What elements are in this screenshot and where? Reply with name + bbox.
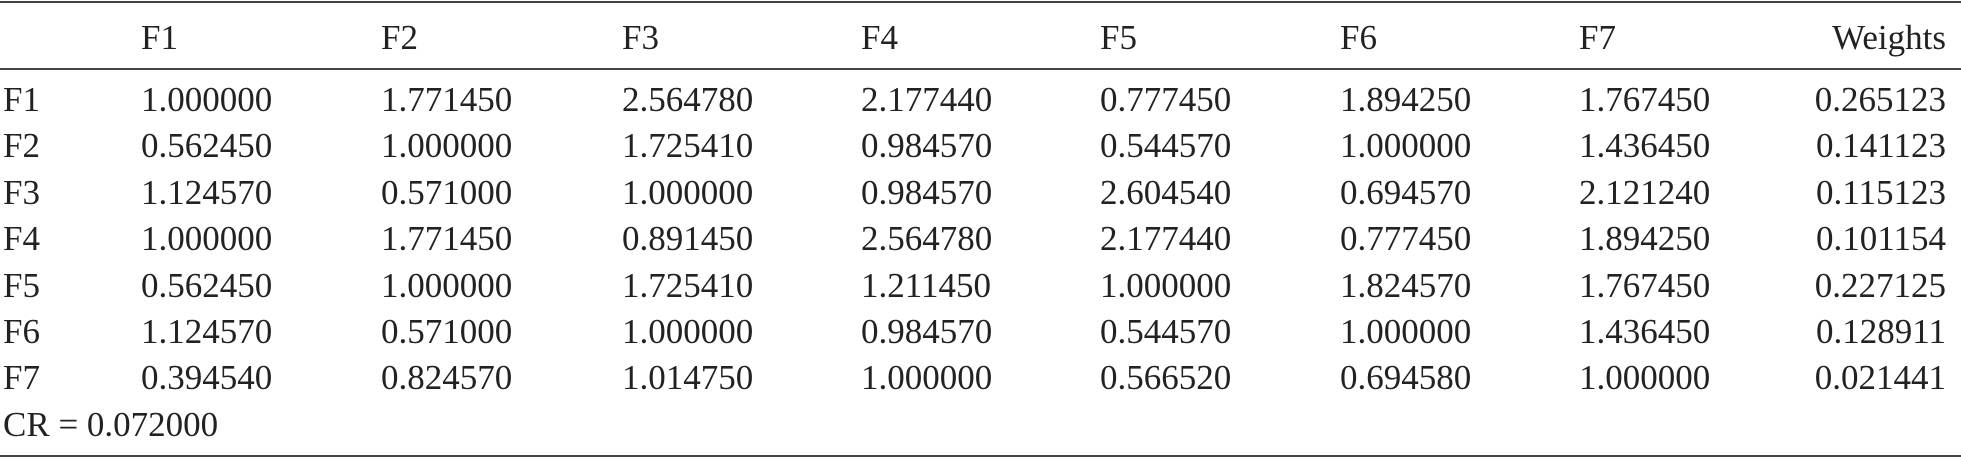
cell: 2.177440 — [1100, 219, 1232, 259]
cell: 1.000000 — [1579, 358, 1711, 398]
cell: 0.115123 — [1816, 172, 1946, 212]
cell: 0.824570 — [381, 358, 513, 398]
column-header: F4 — [861, 18, 898, 57]
header-rule — [0, 68, 1961, 70]
cell: 1.000000 — [381, 265, 513, 305]
cell: 1.436450 — [1579, 312, 1711, 351]
cell: 1.000000 — [1340, 126, 1472, 166]
cell: 0.227125 — [1814, 265, 1946, 305]
cell: 0.566520 — [1100, 358, 1232, 398]
cell: 0.562450 — [141, 265, 273, 305]
row-label: F1 — [3, 80, 40, 119]
cell: 0.694580 — [1340, 358, 1472, 398]
row-label: F7 — [3, 358, 40, 398]
cell: 1.000000 — [141, 219, 273, 259]
cell: 1.824570 — [1340, 265, 1472, 305]
cell: 1.767450 — [1579, 265, 1711, 305]
cell: 1.767450 — [1579, 80, 1711, 119]
cell: 1.000000 — [381, 126, 513, 166]
cell: 1.000000 — [141, 80, 273, 119]
cell: 0.984570 — [861, 172, 993, 212]
cell: 0.571000 — [381, 172, 513, 212]
column-header: F5 — [1100, 18, 1137, 57]
cell: 0.544570 — [1100, 126, 1232, 166]
cell: 1.894250 — [1579, 219, 1711, 259]
cell: 1.894250 — [1340, 80, 1472, 119]
cell: 0.394540 — [141, 358, 273, 398]
row-label: F2 — [3, 126, 40, 166]
column-header: F1 — [141, 18, 178, 57]
cell: 0.984570 — [861, 126, 993, 166]
cell: 0.265123 — [1814, 80, 1946, 119]
table-footer: CR = 0.072000 — [3, 404, 219, 444]
row-label: F3 — [3, 172, 40, 212]
cell: 1.000000 — [622, 312, 754, 351]
cell: 2.564780 — [622, 80, 754, 119]
cell: 1.000000 — [1340, 312, 1472, 351]
cell: 2.177440 — [861, 80, 993, 119]
cell: 1.771450 — [381, 219, 513, 259]
cell: 0.021441 — [1814, 358, 1946, 398]
cell: 0.544570 — [1100, 312, 1232, 351]
cell: 0.571000 — [381, 312, 513, 351]
bottom-rule — [0, 455, 1961, 457]
column-header: F7 — [1579, 18, 1616, 57]
column-header: F3 — [622, 18, 659, 57]
cell: 0.694570 — [1340, 172, 1472, 212]
cell: 0.777450 — [1340, 219, 1472, 259]
column-header: F2 — [381, 18, 418, 57]
cell: 1.000000 — [1100, 265, 1232, 305]
cell: 0.891450 — [622, 219, 754, 259]
cell: 1.725410 — [622, 265, 754, 305]
cell: 0.128911 — [1816, 312, 1946, 351]
cell: 1.124570 — [141, 312, 273, 351]
cell: 1.211450 — [861, 265, 991, 305]
cell: 1.124570 — [141, 172, 273, 212]
cell: 2.121240 — [1579, 172, 1711, 212]
cell: 1.000000 — [622, 172, 754, 212]
cell: 1.014750 — [622, 358, 754, 398]
cell: 2.564780 — [861, 219, 993, 259]
column-header: Weights — [1832, 18, 1946, 57]
cell: 0.101154 — [1816, 219, 1946, 259]
cell: 0.562450 — [141, 126, 273, 166]
cell: 1.725410 — [622, 126, 754, 166]
cell: 1.771450 — [381, 80, 513, 119]
cell: 0.141123 — [1816, 126, 1946, 166]
row-label: F4 — [3, 219, 40, 259]
row-label: F5 — [3, 265, 40, 305]
cell: 1.000000 — [861, 358, 993, 398]
cell: 1.436450 — [1579, 126, 1711, 166]
column-header: F6 — [1340, 18, 1377, 57]
cell: 2.604540 — [1100, 172, 1232, 212]
top-rule — [0, 1, 1961, 3]
cell: 0.984570 — [861, 312, 993, 351]
cell: 0.777450 — [1100, 80, 1232, 119]
row-label: F6 — [3, 312, 40, 351]
